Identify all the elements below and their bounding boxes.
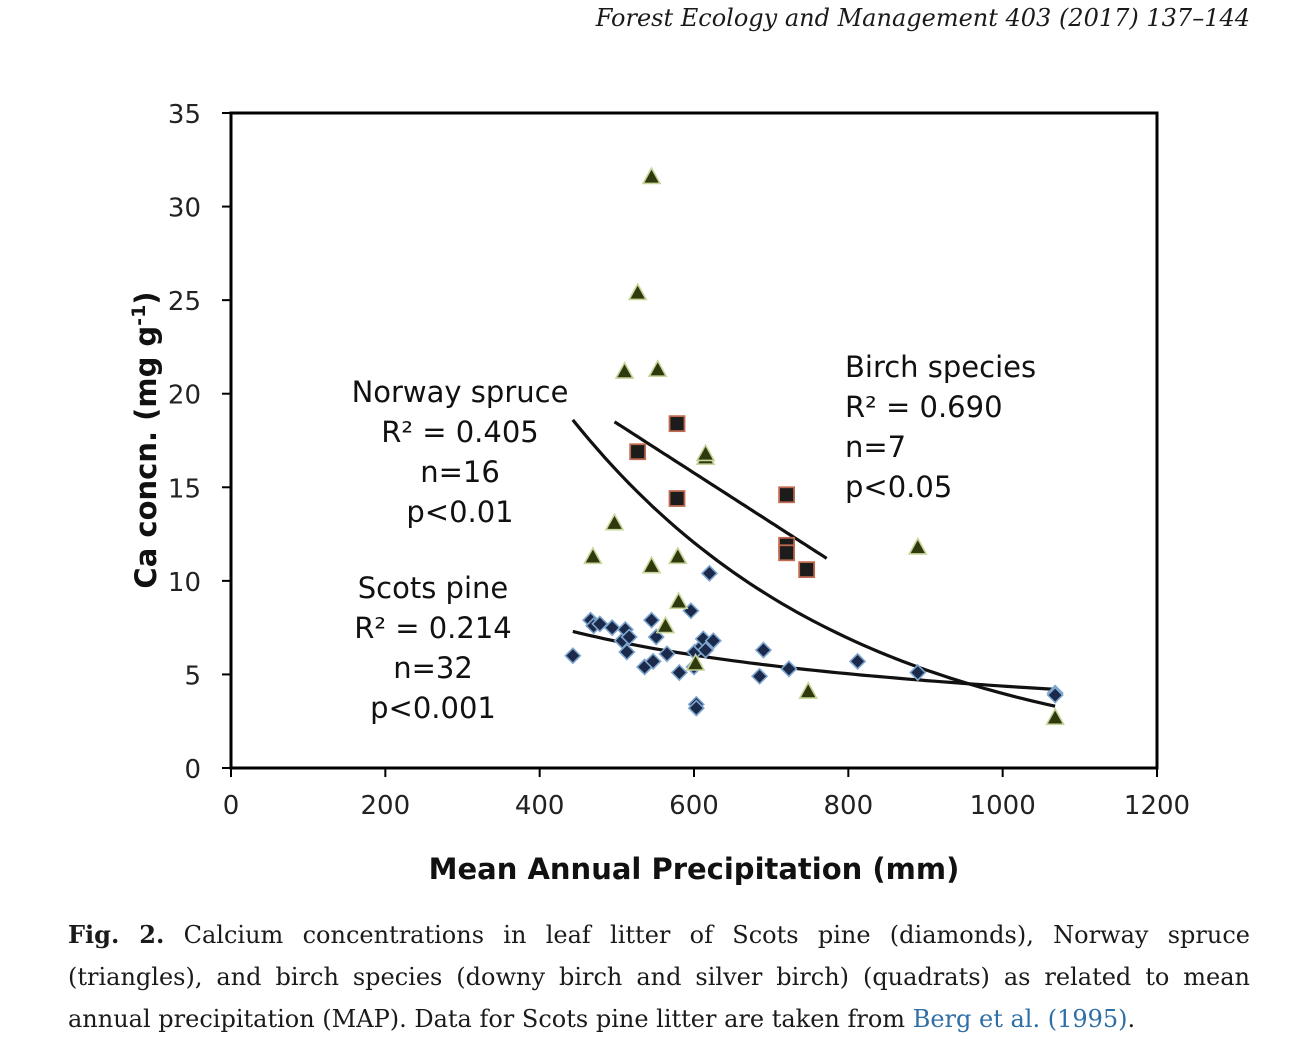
data-point-diamond bbox=[564, 647, 582, 665]
x-tick-label: 1000 bbox=[970, 791, 1036, 821]
data-point-triangle bbox=[798, 681, 819, 699]
y-tick-label: 10 bbox=[168, 568, 201, 598]
x-tick-label: 1200 bbox=[1124, 791, 1190, 821]
data-point-diamond bbox=[687, 699, 705, 717]
series-label-0-line-1: R² = 0.214 bbox=[354, 611, 512, 645]
data-point-diamond bbox=[848, 652, 867, 670]
data-point-triangle bbox=[685, 653, 706, 671]
data-point-diamond bbox=[780, 660, 798, 678]
data-point-diamond bbox=[620, 628, 638, 646]
data-point-triangle bbox=[627, 282, 648, 301]
data-point-diamond bbox=[754, 641, 773, 659]
x-tick-label: 400 bbox=[515, 791, 565, 821]
figure-caption: Fig. 2. Calcium concentrations in leaf l… bbox=[68, 914, 1250, 1040]
data-point-square bbox=[629, 443, 647, 461]
y-tick-label: 20 bbox=[168, 381, 201, 411]
data-point-diamond bbox=[642, 611, 661, 629]
scatter-chart: 0 200 400 600 800 1000 1200 0 5 10 15 20 25 30 35 Scot… bbox=[128, 100, 1190, 886]
data-point-triangle bbox=[1045, 707, 1065, 726]
data-point-triangle bbox=[695, 443, 716, 462]
y-tick-label: 5 bbox=[184, 661, 201, 691]
data-point-diamond bbox=[644, 652, 662, 670]
data-point-diamond bbox=[909, 663, 927, 682]
y-axis-title-main: Ca concn. (mg g bbox=[129, 326, 163, 589]
y-tick-label: 25 bbox=[168, 287, 201, 317]
data-point-triangle bbox=[583, 546, 603, 565]
caption-end: . bbox=[1127, 1005, 1136, 1033]
data-point-diamond bbox=[1046, 686, 1064, 704]
y-tick-label: 30 bbox=[168, 194, 201, 224]
data-point-triangle bbox=[647, 359, 668, 377]
caption-reference-link[interactable]: Berg et al. (1995) bbox=[912, 1005, 1128, 1033]
series-label-2-line-2: n=7 bbox=[845, 430, 906, 464]
x-axis-title: Mean Annual Precipitation (mm) bbox=[429, 852, 960, 886]
data-point-diamond bbox=[704, 632, 722, 650]
y-axis-title-close: ) bbox=[129, 291, 163, 304]
trend-lines bbox=[571, 418, 1056, 708]
series-label-1-line-0: Norway spruce bbox=[352, 375, 569, 409]
y-tick-label: 0 bbox=[184, 755, 201, 785]
series-label-0-line-2: n=32 bbox=[393, 651, 473, 685]
data-point-diamond bbox=[670, 663, 688, 682]
axes: 0 200 400 600 800 1000 1200 0 5 10 15 20 25 30 35 bbox=[168, 100, 1190, 821]
caption-fig-label: Fig. 2. bbox=[68, 920, 165, 949]
x-tick-label: 600 bbox=[669, 791, 719, 821]
x-tick-label: 200 bbox=[361, 791, 411, 821]
y-axis-title-exp: -1 bbox=[128, 305, 150, 326]
journal-header: Forest Ecology and Management 403 (2017)… bbox=[595, 4, 1250, 32]
series-label-1-line-1: R² = 0.405 bbox=[381, 415, 539, 449]
series-label-2-line-3: p<0.05 bbox=[845, 470, 952, 504]
data-point-square bbox=[668, 415, 686, 433]
series-label-1-line-3: p<0.01 bbox=[406, 495, 513, 529]
series-label-1-line-2: n=16 bbox=[420, 455, 500, 489]
series-label-2-line-0: Birch species bbox=[845, 350, 1036, 384]
y-tick-label: 15 bbox=[168, 474, 201, 504]
data-point-diamond bbox=[700, 564, 719, 583]
data-point-triangle bbox=[641, 555, 662, 574]
data-point-diamond bbox=[603, 619, 621, 637]
data-point-diamond bbox=[618, 643, 636, 661]
y-tick-label: 35 bbox=[168, 100, 201, 130]
data-markers bbox=[564, 166, 1065, 726]
data-point-triangle bbox=[667, 546, 688, 565]
x-tick-label: 800 bbox=[824, 791, 874, 821]
data-point-diamond bbox=[750, 667, 769, 685]
series-label-0-line-3: p<0.001 bbox=[370, 691, 496, 725]
data-point-diamond bbox=[696, 641, 715, 659]
data-point-triangle bbox=[668, 591, 689, 610]
y-axis-title: Ca concn. (mg g-1) bbox=[128, 291, 163, 588]
data-point-triangle bbox=[604, 512, 625, 531]
series-label-2-line-1: R² = 0.690 bbox=[845, 390, 1003, 424]
data-point-triangle bbox=[655, 615, 676, 634]
data-point-square bbox=[668, 490, 686, 507]
trend-line-2 bbox=[613, 420, 828, 560]
data-point-triangle bbox=[641, 166, 662, 185]
data-point-square bbox=[778, 486, 795, 504]
x-tick-label: 0 bbox=[223, 791, 240, 821]
trend-line-1 bbox=[571, 418, 1056, 708]
data-point-square bbox=[778, 544, 795, 562]
caption-text: Calcium concentrations in leaf litter of… bbox=[68, 921, 1250, 1033]
data-point-diamond bbox=[658, 645, 676, 663]
series-annotations: Scots pine R² = 0.214 n=32 p<0.001 Norway sp… bbox=[352, 350, 1037, 725]
series-label-0-line-0: Scots pine bbox=[358, 571, 508, 605]
data-point-triangle bbox=[614, 361, 635, 379]
data-point-square bbox=[798, 561, 816, 579]
data-point-triangle bbox=[907, 537, 928, 555]
